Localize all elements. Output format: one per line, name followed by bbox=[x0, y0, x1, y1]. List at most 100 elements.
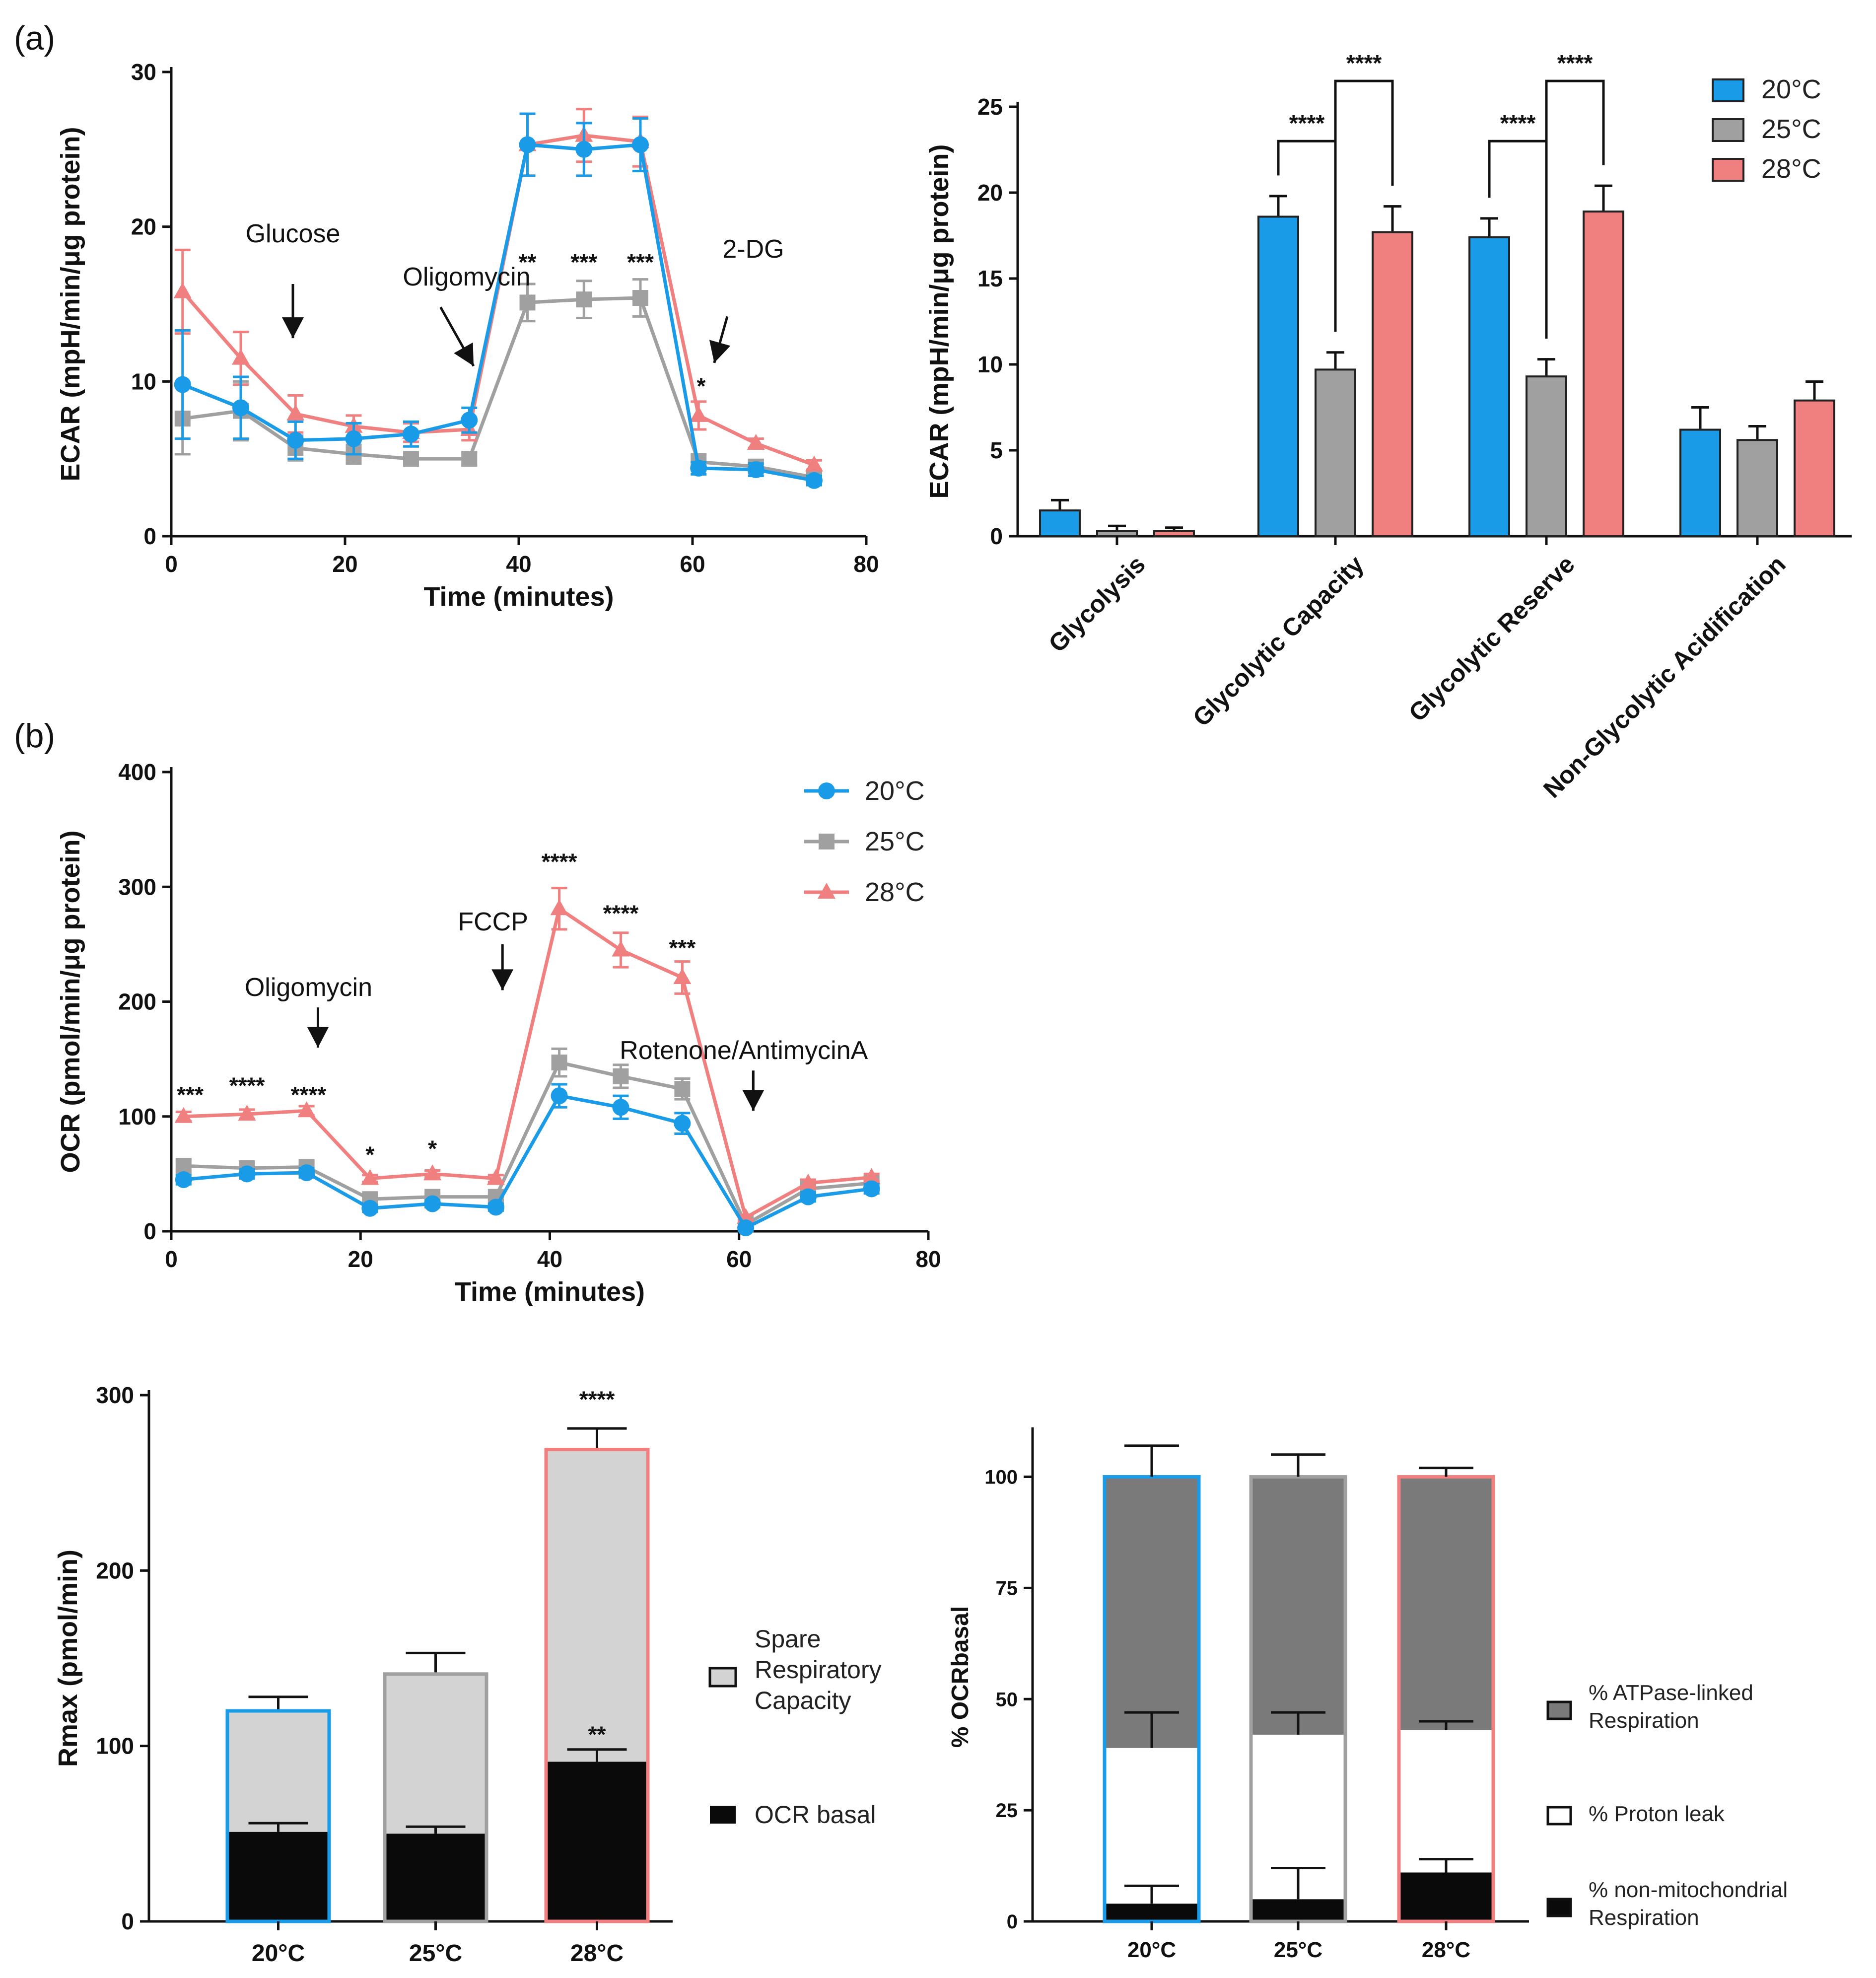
y-tick-label: 200 bbox=[118, 989, 156, 1015]
legend-swatch bbox=[1712, 158, 1744, 182]
legend-label-spare: Spare Respiratory Capacity bbox=[755, 1625, 882, 1714]
data-point bbox=[519, 294, 536, 311]
significance-mark: *** bbox=[570, 249, 597, 275]
x-tick-label: 80 bbox=[915, 1246, 941, 1272]
data-point bbox=[805, 455, 823, 472]
data-point bbox=[403, 425, 419, 443]
significance-mark: **** bbox=[1346, 50, 1382, 76]
significance-mark: **** bbox=[291, 1082, 327, 1108]
data-point bbox=[175, 1158, 192, 1174]
significance-mark: *** bbox=[177, 1082, 204, 1108]
legend-label-t20: 20°C bbox=[1761, 74, 1821, 104]
x-tick-label: 40 bbox=[537, 1246, 562, 1272]
data-point bbox=[551, 1055, 567, 1071]
data-point bbox=[174, 376, 191, 393]
data-point bbox=[403, 451, 419, 467]
y-tick-label: 25 bbox=[996, 1800, 1018, 1822]
significance-mark: **** bbox=[1557, 50, 1593, 76]
data-point bbox=[423, 1164, 442, 1181]
data-point bbox=[690, 406, 708, 422]
series-line bbox=[183, 1060, 872, 1227]
significance-mark: ** bbox=[519, 249, 537, 275]
legend-swatch bbox=[1546, 1806, 1572, 1826]
bar bbox=[1794, 399, 1835, 537]
data-point bbox=[632, 136, 649, 153]
legend-label: % ATPase-linked Respiration bbox=[1589, 1681, 1753, 1733]
bar bbox=[1583, 211, 1624, 537]
bar-segment bbox=[1105, 1477, 1199, 1748]
annotation-label: Oligomycin bbox=[403, 263, 530, 291]
x-tick-label: 25°C bbox=[409, 1940, 462, 1967]
x-axis-label: Time (minutes) bbox=[455, 1277, 645, 1307]
x-tick-label: 25°C bbox=[1274, 1938, 1322, 1962]
y-tick-label: 200 bbox=[96, 1557, 134, 1583]
series-line bbox=[181, 134, 815, 467]
significance-mark: ** bbox=[588, 1722, 606, 1748]
legend-marker bbox=[819, 834, 834, 849]
legend-label-t28: 28°C bbox=[1761, 154, 1821, 184]
legend-swatch bbox=[1712, 118, 1744, 142]
x-tick-label: 20°C bbox=[252, 1940, 305, 1967]
y-tick-label: 15 bbox=[977, 266, 1003, 291]
significance-mark: **** bbox=[603, 901, 639, 926]
significance-mark: **** bbox=[579, 1387, 615, 1413]
y-tick-label: 75 bbox=[996, 1577, 1018, 1599]
legend-label-basal: OCR basal bbox=[755, 1801, 876, 1829]
data-point bbox=[799, 1188, 817, 1205]
data-point bbox=[232, 399, 249, 417]
x-tick-label: 80 bbox=[853, 551, 879, 577]
annotation-arrow-head bbox=[454, 342, 474, 366]
x-tick-label: 0 bbox=[165, 551, 178, 577]
x-tick-label: 60 bbox=[680, 551, 705, 577]
significance-mark: **** bbox=[1500, 110, 1536, 136]
ocr-time-chart: 0 100 200 300 400 0 20 40 60 80 Time (minutes) OCR … bbox=[56, 759, 941, 1307]
data-point bbox=[238, 1105, 256, 1121]
y-axis-label: ECAR (mpH/min/μg protein) bbox=[924, 144, 954, 499]
y-tick-label: 10 bbox=[131, 368, 156, 394]
legend-label-t20: 20°C bbox=[865, 776, 925, 806]
y-axis-label: OCR (pmol/min/μg protein) bbox=[56, 831, 85, 1173]
series-20°C bbox=[174, 112, 823, 489]
data-point bbox=[361, 1169, 379, 1185]
legend-swatch bbox=[1546, 1700, 1572, 1720]
data-point bbox=[612, 940, 630, 957]
legend-marker bbox=[818, 883, 835, 899]
legend-label-t25: 25°C bbox=[865, 827, 925, 856]
bar bbox=[1526, 375, 1567, 537]
annotation-label: Glucose bbox=[246, 219, 341, 248]
y-tick-label: 100 bbox=[96, 1733, 134, 1759]
annotation-arrow-head bbox=[307, 1027, 329, 1048]
ocr-percent-chart: 0 25 50 75 100 % OCRbasal 20°C 25°C 28°C % ATPase… bbox=[947, 1427, 1788, 1962]
data-point bbox=[863, 1180, 880, 1198]
data-point bbox=[575, 141, 593, 158]
x-tick-label: 0 bbox=[165, 1246, 178, 1272]
legend-swatch bbox=[708, 1667, 737, 1688]
bar bbox=[1679, 428, 1721, 537]
series-28°C bbox=[174, 887, 881, 1224]
bar-spare-capacity bbox=[227, 1711, 329, 1832]
data-point bbox=[690, 459, 707, 477]
data-point bbox=[674, 1081, 691, 1097]
series-line bbox=[182, 142, 815, 483]
y-tick-label: 5 bbox=[990, 437, 1003, 463]
data-point bbox=[674, 1115, 691, 1132]
y-tick-label: 0 bbox=[1007, 1911, 1018, 1933]
bar-segment bbox=[1251, 1477, 1345, 1735]
y-tick-label: 25 bbox=[977, 94, 1003, 120]
significance-mark: * bbox=[365, 1141, 374, 1167]
bar bbox=[1153, 530, 1195, 537]
bar-spare-capacity bbox=[385, 1674, 486, 1834]
legend-label-t25: 25°C bbox=[1761, 114, 1821, 144]
series-line bbox=[182, 296, 815, 480]
data-point bbox=[576, 291, 592, 308]
bar-segment bbox=[1399, 1730, 1493, 1873]
data-point bbox=[461, 412, 478, 429]
series-25°C bbox=[174, 278, 822, 486]
data-point bbox=[551, 1087, 568, 1105]
data-point bbox=[486, 1169, 505, 1185]
data-point bbox=[287, 431, 304, 449]
x-tick-label: 20 bbox=[348, 1246, 373, 1272]
bar bbox=[1257, 215, 1299, 537]
bar bbox=[1737, 439, 1778, 537]
data-point bbox=[747, 461, 764, 478]
